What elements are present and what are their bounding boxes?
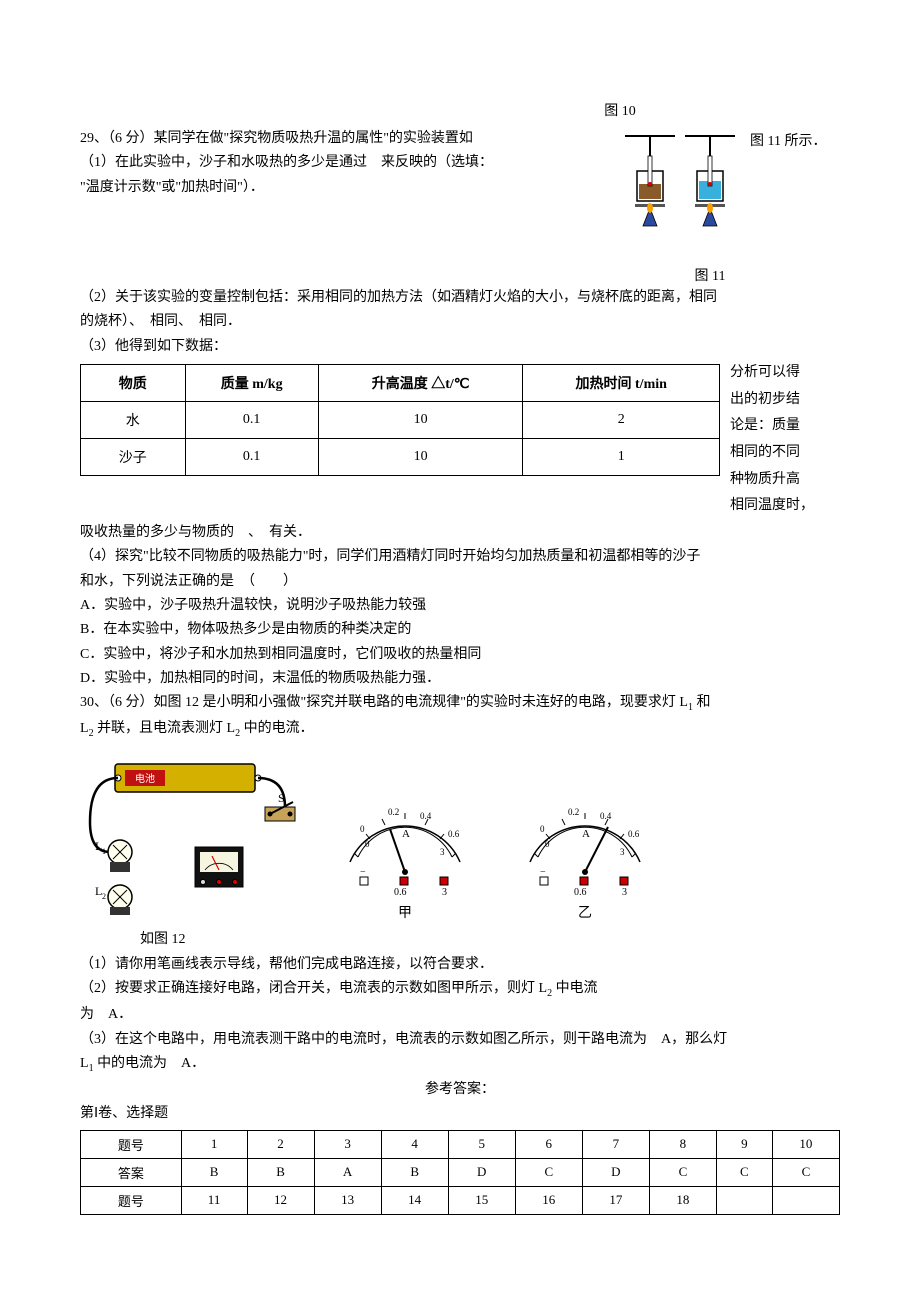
- svg-text:−: −: [360, 867, 366, 878]
- q30-l2a: L: [80, 721, 89, 736]
- q29-option-a: A．实验中，沙子吸热升温较快，说明沙子吸热能力较强: [80, 595, 840, 617]
- svg-text:0: 0: [360, 824, 365, 834]
- td-r0c0: 水: [81, 402, 186, 439]
- q29-side-analysis: 分析可以得 出的初步结 论是：质量 相同的不同 种物质升高 相同温度时，: [720, 360, 840, 520]
- svg-text:S: S: [278, 791, 285, 805]
- q29-part4-line1: （4）探究"比较不同物质的吸热能力"时，同学们用酒精灯同时开始均匀加热质量和初温…: [80, 546, 840, 568]
- th-2: 升高温度 △t/℃: [318, 365, 523, 402]
- q29-part3-intro: （3）他得到如下数据：: [80, 336, 840, 358]
- td-r1c0: 沙子: [81, 439, 186, 476]
- svg-text:0: 0: [540, 824, 545, 834]
- q30-part2c: 为 A．: [80, 1004, 840, 1026]
- svg-text:3: 3: [620, 847, 625, 857]
- td-r1c3: 1: [523, 439, 720, 476]
- ans-r3-label: 题号: [81, 1186, 182, 1214]
- svg-text:0.2: 0.2: [568, 807, 579, 817]
- q29-stem-2: （1）在此实验中，沙子和水吸热的多少是通过 来反映的（选填：: [80, 155, 493, 170]
- svg-text:−: −: [540, 867, 546, 878]
- q29-after-table: 吸收热量的多少与物质的 、 有关．: [80, 522, 840, 544]
- svg-text:3: 3: [440, 847, 445, 857]
- svg-text:0.6: 0.6: [574, 887, 587, 897]
- figure-12-meter-yi: 0 0.2 0.4 0.6 0 A 3 − 0.6 3: [510, 777, 660, 897]
- svg-text:0: 0: [545, 839, 550, 849]
- figure-10-caption: 图 10: [400, 100, 840, 120]
- svg-text:0.4: 0.4: [600, 811, 612, 821]
- q30-l2c: 中的电流．: [240, 721, 314, 736]
- q29-part4-line2: 和水，下列说法正确的是 （ ）: [80, 571, 840, 593]
- svg-text:3: 3: [442, 887, 447, 897]
- q30-stem-a: 30、（6 分）如图 12 是小明和小强做"探究并联电路的电流规律"的实验时未连…: [80, 695, 688, 710]
- svg-text:2: 2: [102, 892, 106, 901]
- svg-text:0.6: 0.6: [628, 829, 640, 839]
- svg-text:0.6: 0.6: [448, 829, 460, 839]
- q30-stem-b: 和: [693, 695, 711, 710]
- q30-part3c: 中的电流为 A．: [94, 1056, 206, 1071]
- th-0: 物质: [81, 365, 186, 402]
- svg-text:电池: 电池: [135, 772, 155, 785]
- figure-11-apparatus: [615, 126, 745, 256]
- q29-option-c: C．实验中，将沙子和水加热到相同温度时，它们吸收的热量相同: [80, 644, 840, 666]
- figure-12-caption: 如图 12: [140, 928, 840, 948]
- q29-stem-1b: 图 11 所示．: [750, 134, 826, 149]
- q30-part1: （1）请你用笔画线表示导线，帮他们完成电路连接，以符合要求．: [80, 954, 840, 976]
- svg-text:0.2: 0.2: [388, 807, 399, 817]
- td-r1c1: 0.1: [185, 439, 318, 476]
- th-1: 质量 m/kg: [185, 365, 318, 402]
- q29-stem-1a: 29、（6 分）某同学在做"探究物质吸热升温的属性"的实验装置如: [80, 131, 473, 146]
- meter-yi-label: 乙: [510, 902, 660, 922]
- figure-11-caption: 图 11: [580, 265, 840, 285]
- answers-section: 第Ⅰ卷、选择题: [80, 1103, 840, 1125]
- figure-12-meter-jia: 0 0.2 0.4 0.6 0 A 3 − 0.6 3: [330, 777, 480, 897]
- q29-option-b: B．在本实验中，物体吸热多少是由物质的种类决定的: [80, 619, 840, 641]
- q30-part2a: （2）按要求正确连接好电路，闭合开关，电流表的示数如图甲所示，则灯 L: [80, 981, 547, 996]
- answers-title: 参考答案：: [80, 1079, 840, 1101]
- ans-r2-label: 答案: [81, 1158, 182, 1186]
- svg-text:0: 0: [365, 839, 370, 849]
- ans-r1-label: 题号: [81, 1130, 182, 1158]
- q30-l2b: 并联，且电流表测灯 L: [94, 721, 236, 736]
- q29-data-table: 物质 质量 m/kg 升高温度 △t/℃ 加热时间 t/min 水 0.1 10…: [80, 364, 720, 476]
- q30-part3a: （3）在这个电路中，用电流表测干路中的电流时，电流表的示数如图乙所示，则干路电流…: [80, 1029, 840, 1051]
- td-r0c1: 0.1: [185, 402, 318, 439]
- svg-text:3: 3: [622, 887, 627, 897]
- svg-text:A: A: [402, 828, 410, 840]
- figure-12-circuit: 电池 S L1 L2: [80, 752, 300, 922]
- q29-part2-line2: 的烧杯）、 相同、 相同．: [80, 311, 840, 333]
- q30-part2b: 中电流: [552, 981, 598, 996]
- q29-part2-line1: （2）关于该实验的变量控制包括：采用相同的加热方法（如酒精灯火焰的大小，与烧杯底…: [80, 287, 840, 309]
- th-3: 加热时间 t/min: [523, 365, 720, 402]
- td-r1c2: 10: [318, 439, 523, 476]
- q30-part3b: L: [80, 1056, 89, 1071]
- q29-option-d: D．实验中，加热相同的时间，末温低的物质吸热能力强．: [80, 668, 840, 690]
- meter-jia-label: 甲: [330, 902, 480, 922]
- td-r0c3: 2: [523, 402, 720, 439]
- q29-stem-3: "温度计示数"或"加热时间"）．: [80, 180, 264, 195]
- td-r0c2: 10: [318, 402, 523, 439]
- svg-text:0.6: 0.6: [394, 887, 407, 897]
- answers-table: 题号 1 2 3 4 5 6 7 8 9 10 答案 B B A B D C D…: [80, 1130, 840, 1215]
- svg-text:A: A: [582, 828, 590, 840]
- svg-text:0.4: 0.4: [420, 811, 432, 821]
- svg-text:1: 1: [102, 847, 106, 856]
